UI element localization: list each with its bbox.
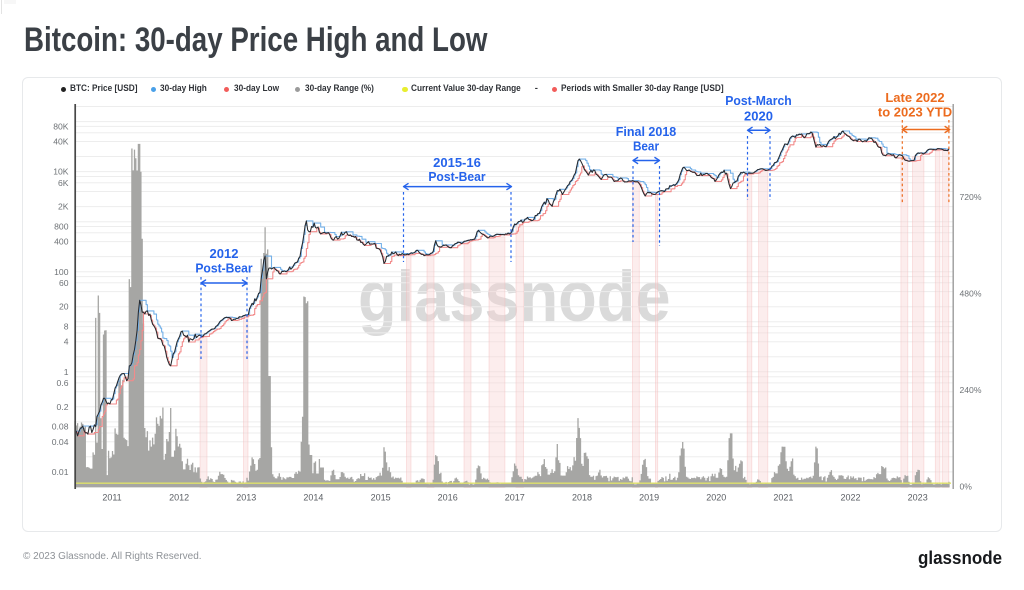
svg-text:240%: 240% [960,385,982,395]
svg-text:720%: 720% [960,192,982,202]
svg-text:2017: 2017 [505,493,525,503]
svg-text:6K: 6K [58,178,69,188]
svg-text:4: 4 [64,337,69,347]
svg-text:2021: 2021 [773,493,793,503]
svg-text:2023: 2023 [908,493,928,503]
svg-text:10K: 10K [53,167,69,177]
svg-text:to 2023 YTD: to 2023 YTD [878,105,952,120]
svg-text:8: 8 [64,322,69,332]
svg-text:Bear: Bear [633,139,659,154]
svg-text:Post-March: Post-March [725,93,791,108]
svg-text:800: 800 [54,222,69,232]
svg-text:2014: 2014 [303,493,323,503]
svg-text:2K: 2K [58,202,69,212]
svg-text:20: 20 [59,302,69,312]
svg-text:2018: 2018 [572,493,592,503]
svg-text:2020: 2020 [706,493,726,503]
svg-text:0.01: 0.01 [52,467,69,477]
svg-text:80K: 80K [53,122,69,132]
svg-text:Post-Bear: Post-Bear [428,169,485,184]
svg-text:2019: 2019 [639,493,659,503]
svg-text:100: 100 [54,267,69,277]
svg-text:Final 2018: Final 2018 [616,124,677,139]
svg-text:40K: 40K [53,137,69,147]
svg-text:400: 400 [54,237,69,247]
svg-text:2012: 2012 [169,493,189,503]
svg-text:2011: 2011 [102,493,121,503]
svg-text:0.08: 0.08 [52,422,69,432]
svg-text:0.2: 0.2 [57,402,69,412]
svg-text:2015: 2015 [371,493,391,503]
svg-text:2020: 2020 [744,109,773,124]
svg-text:60: 60 [59,278,69,288]
svg-text:Late 2022: Late 2022 [885,90,944,105]
svg-text:0%: 0% [960,482,973,492]
svg-text:0.6: 0.6 [57,378,69,388]
svg-text:2015-16: 2015-16 [433,155,481,170]
svg-text:480%: 480% [960,289,982,299]
svg-text:Post-Bear: Post-Bear [195,261,252,276]
svg-text:2013: 2013 [236,493,256,503]
svg-text:0.04: 0.04 [52,437,69,447]
svg-text:1: 1 [64,367,69,377]
svg-text:2022: 2022 [840,493,860,503]
svg-text:2012: 2012 [210,246,239,261]
svg-text:2016: 2016 [438,493,458,503]
